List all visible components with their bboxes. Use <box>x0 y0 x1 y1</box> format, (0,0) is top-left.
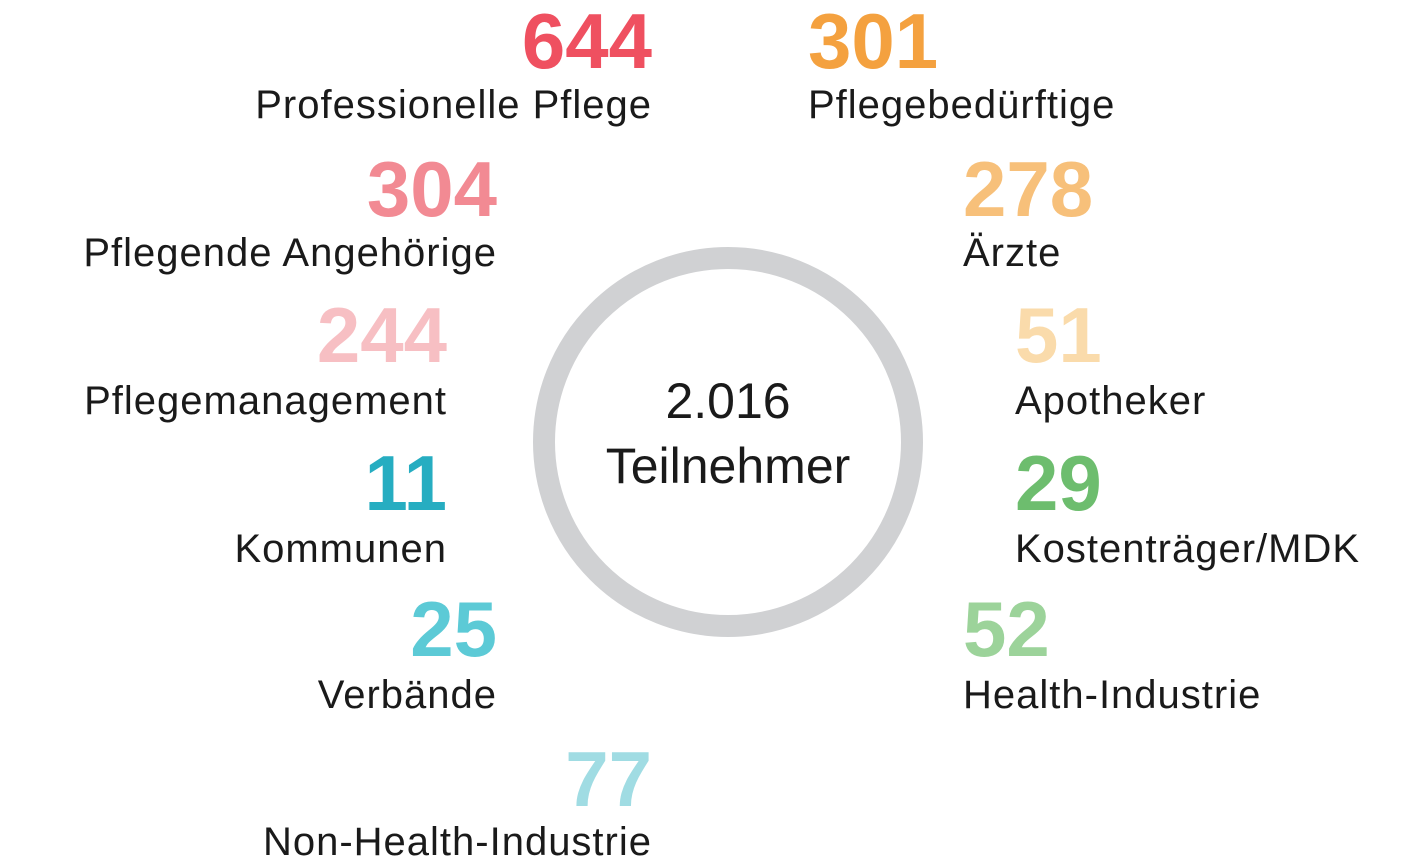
count: 644 <box>522 0 652 85</box>
group-label: Ärzte <box>963 231 1061 275</box>
group-label: Pflegende Angehörige <box>83 231 497 275</box>
group-label: Pflegebedürftige <box>808 83 1115 127</box>
group-label: Professionelle Pflege <box>255 83 652 127</box>
group-label: Pflegemanagement <box>84 379 447 423</box>
count: 301 <box>808 0 938 85</box>
group-label: Health-Industrie <box>963 673 1261 717</box>
count: 278 <box>963 145 1093 233</box>
group-label: Non-Health-Industrie <box>263 820 652 860</box>
count: 11 <box>365 439 447 527</box>
count: 244 <box>317 291 447 379</box>
group-label: Verbände <box>318 673 497 717</box>
count: 304 <box>367 145 497 233</box>
total-label: Teilnehmer <box>606 438 851 494</box>
count: 51 <box>1015 291 1102 379</box>
group-label: Kommunen <box>234 527 447 571</box>
count: 29 <box>1015 439 1102 527</box>
center-ring <box>533 247 923 637</box>
count: 52 <box>963 585 1050 673</box>
total: 2.016 <box>665 373 790 429</box>
group-label: Apotheker <box>1015 379 1206 423</box>
count: 25 <box>410 585 497 673</box>
count: 77 <box>565 735 652 823</box>
group-label: Kostenträger/MDK <box>1015 527 1360 571</box>
